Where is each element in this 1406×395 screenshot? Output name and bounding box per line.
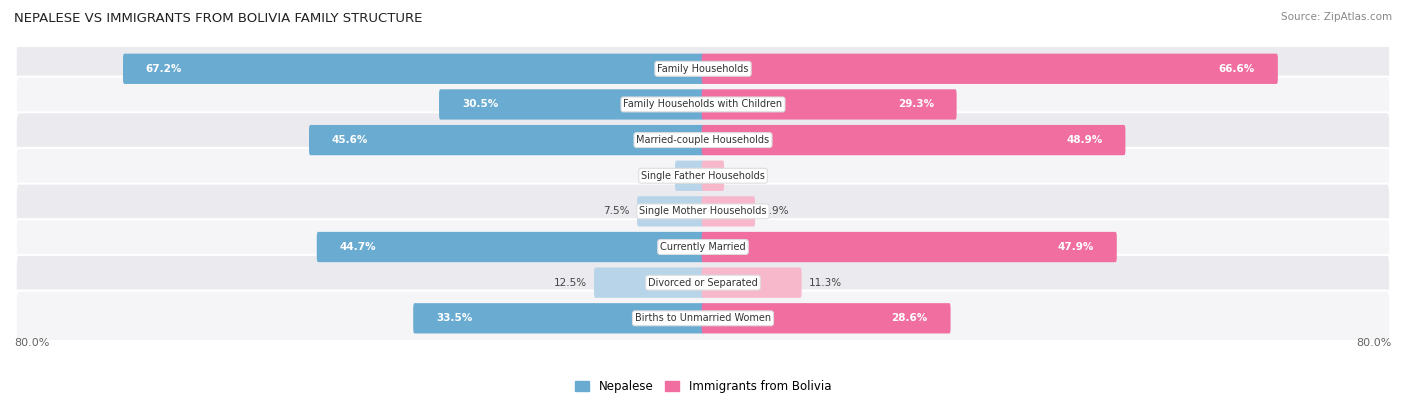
- Text: Births to Unmarried Women: Births to Unmarried Women: [636, 313, 770, 324]
- Text: 28.6%: 28.6%: [891, 313, 928, 324]
- Text: 30.5%: 30.5%: [461, 100, 498, 109]
- FancyBboxPatch shape: [702, 232, 1116, 262]
- Text: Family Households: Family Households: [658, 64, 748, 74]
- Text: 45.6%: 45.6%: [332, 135, 368, 145]
- Text: Family Households with Children: Family Households with Children: [623, 100, 783, 109]
- FancyBboxPatch shape: [702, 303, 950, 333]
- Text: 11.3%: 11.3%: [808, 278, 842, 288]
- FancyBboxPatch shape: [15, 41, 1391, 97]
- FancyBboxPatch shape: [675, 161, 704, 191]
- Text: 47.9%: 47.9%: [1057, 242, 1094, 252]
- FancyBboxPatch shape: [702, 54, 1278, 84]
- FancyBboxPatch shape: [702, 196, 755, 226]
- FancyBboxPatch shape: [702, 125, 1125, 155]
- FancyBboxPatch shape: [309, 125, 704, 155]
- FancyBboxPatch shape: [595, 267, 704, 298]
- FancyBboxPatch shape: [15, 112, 1391, 168]
- Text: 7.5%: 7.5%: [603, 206, 630, 216]
- FancyBboxPatch shape: [439, 89, 704, 120]
- FancyBboxPatch shape: [637, 196, 704, 226]
- Text: Single Mother Households: Single Mother Households: [640, 206, 766, 216]
- FancyBboxPatch shape: [15, 255, 1391, 310]
- FancyBboxPatch shape: [15, 77, 1391, 132]
- Text: Divorced or Separated: Divorced or Separated: [648, 278, 758, 288]
- FancyBboxPatch shape: [15, 219, 1391, 275]
- FancyBboxPatch shape: [702, 89, 956, 120]
- FancyBboxPatch shape: [702, 267, 801, 298]
- Text: Married-couple Households: Married-couple Households: [637, 135, 769, 145]
- Text: Currently Married: Currently Married: [661, 242, 745, 252]
- FancyBboxPatch shape: [122, 54, 704, 84]
- Text: 3.1%: 3.1%: [641, 171, 668, 181]
- Text: NEPALESE VS IMMIGRANTS FROM BOLIVIA FAMILY STRUCTURE: NEPALESE VS IMMIGRANTS FROM BOLIVIA FAMI…: [14, 12, 422, 25]
- Text: 12.5%: 12.5%: [554, 278, 586, 288]
- FancyBboxPatch shape: [316, 232, 704, 262]
- FancyBboxPatch shape: [702, 161, 724, 191]
- FancyBboxPatch shape: [15, 290, 1391, 346]
- FancyBboxPatch shape: [413, 303, 704, 333]
- Text: 44.7%: 44.7%: [340, 242, 377, 252]
- Text: 48.9%: 48.9%: [1066, 135, 1102, 145]
- Text: 67.2%: 67.2%: [146, 64, 183, 74]
- Text: Source: ZipAtlas.com: Source: ZipAtlas.com: [1281, 12, 1392, 22]
- Text: Single Father Households: Single Father Households: [641, 171, 765, 181]
- Text: 66.6%: 66.6%: [1219, 64, 1256, 74]
- Text: 80.0%: 80.0%: [14, 338, 49, 348]
- Text: 80.0%: 80.0%: [1357, 338, 1392, 348]
- FancyBboxPatch shape: [15, 184, 1391, 239]
- Text: 2.3%: 2.3%: [731, 171, 758, 181]
- FancyBboxPatch shape: [15, 148, 1391, 203]
- Text: 29.3%: 29.3%: [897, 100, 934, 109]
- Legend: Nepalese, Immigrants from Bolivia: Nepalese, Immigrants from Bolivia: [571, 376, 835, 395]
- Text: 33.5%: 33.5%: [436, 313, 472, 324]
- Text: 5.9%: 5.9%: [762, 206, 789, 216]
